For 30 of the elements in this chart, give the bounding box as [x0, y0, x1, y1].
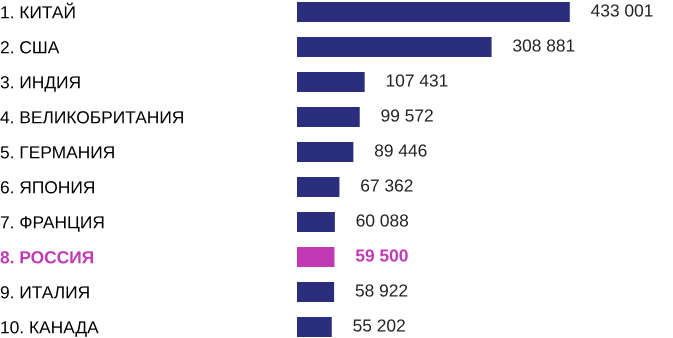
bar — [297, 247, 334, 267]
data-label: 67 362 — [361, 179, 412, 192]
bar — [297, 37, 492, 57]
y-tick-label: 9. ИТАЛИЯ — [0, 286, 89, 298]
data-label: 58 922 — [356, 284, 408, 297]
y-tick-label: 1. КИТАЙ — [1, 2, 75, 18]
y-tick-label: 4. ВЕЛИКОБРИТАНИЯ — [0, 111, 183, 124]
bar — [297, 107, 360, 127]
y-tick-label: 7. ФРАНЦИЯ — [0, 216, 104, 232]
bar — [297, 282, 334, 302]
y-tick-label: 6. ЯПОНИЯ — [0, 181, 94, 194]
y-tick-label: 3. ИНДИЯ — [0, 76, 80, 92]
y-tick-label: 8. РОССИЯ — [0, 251, 94, 264]
data-label: 308 881 — [513, 39, 574, 52]
data-label: 59 500 — [356, 249, 408, 262]
bar — [297, 2, 570, 22]
data-label: 433 001 — [591, 4, 653, 17]
bar — [297, 142, 354, 162]
bar — [297, 177, 340, 197]
y-tick-label: 2. США — [0, 41, 60, 54]
data-label: 89 446 — [374, 144, 427, 157]
y-tick-label: 10. КАНАДА — [1, 321, 99, 337]
data-label: 55 202 — [353, 319, 405, 332]
bar — [297, 72, 365, 92]
bar — [297, 317, 332, 337]
bar — [297, 212, 335, 232]
data-label: 60 088 — [356, 214, 408, 227]
data-label: 107 431 — [386, 74, 448, 87]
y-tick-label: 5. ГЕРМАНИЯ — [0, 146, 114, 158]
data-label: 99 572 — [381, 109, 433, 122]
